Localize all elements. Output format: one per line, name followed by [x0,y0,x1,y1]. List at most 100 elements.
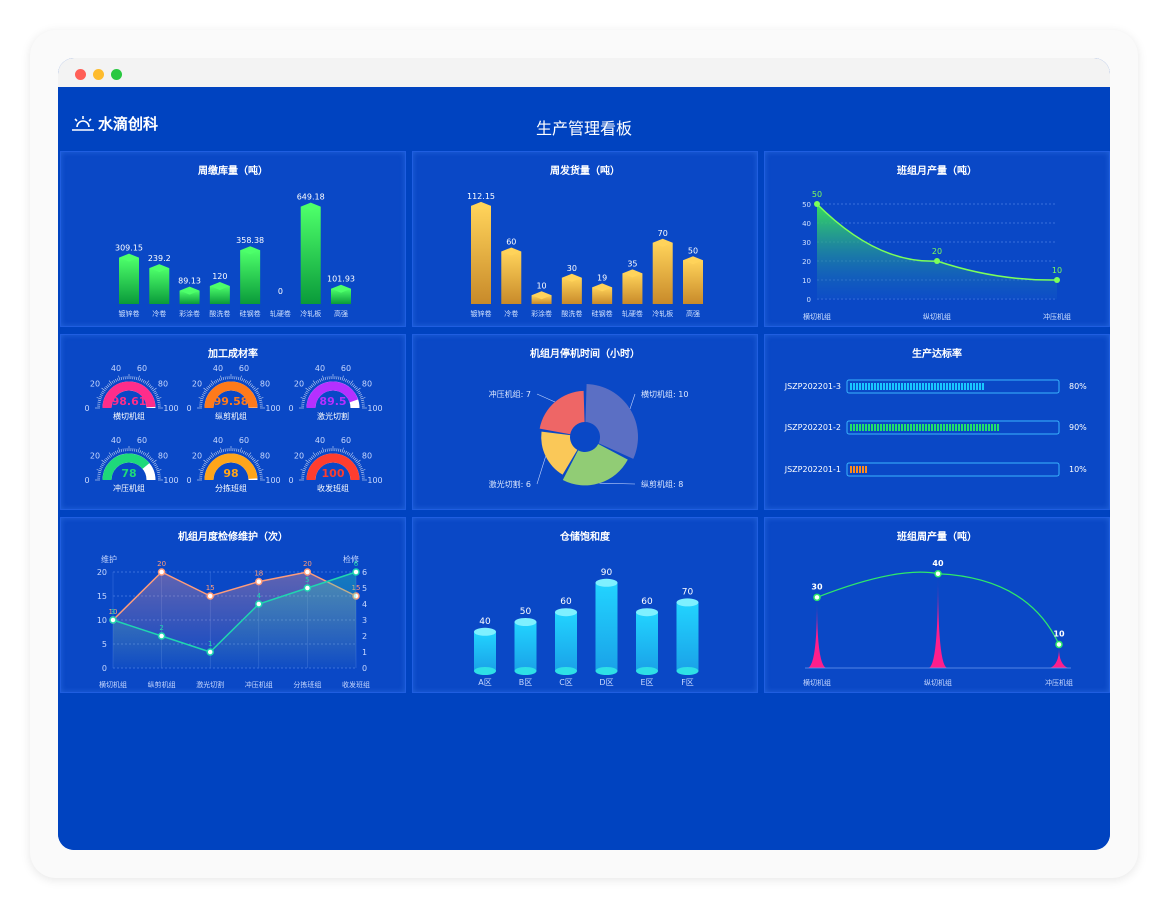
data-point [157,632,166,640]
maximize-window-dot[interactable] [111,69,122,80]
progress-segment [976,424,978,431]
gauge-name: 冲压机组 [113,483,145,493]
progress-segment [973,383,975,390]
panel-team-monthly: 班组月产量（吨） 0 10 20 30 40 50 50 横切机组 20 纵切机组 10 冲压机组 [764,151,1110,327]
bar [683,260,703,304]
gauge-tick [304,464,308,467]
gauge-scale-label: 20 [294,451,304,460]
progress-track [846,379,1060,394]
gauge-tick [319,378,321,382]
bar-value-label: 19 [597,273,607,282]
gauge-tick [149,385,153,389]
bar [592,287,613,304]
progress-segment [937,383,939,390]
gauge-name: 纵剪机组 [215,411,247,421]
bar-value-label: 89.13 [178,277,201,286]
gauge-tick [312,383,315,386]
x-tick-label: 硅钢卷 [240,309,261,318]
gauge-value: 100 [322,467,345,480]
gauge-tick [218,378,221,382]
gauge-tick [99,394,103,396]
gauge-tick [148,456,152,460]
gauge-tick [152,459,157,464]
gauge-tick [210,455,213,458]
progress-segment [898,424,900,431]
bar-value-label: 35 [627,259,637,268]
gauge-tick [154,392,158,395]
gauge-tick [346,451,349,455]
gauge-tick [224,376,226,380]
gauge-tick [213,380,216,384]
gauge-tick [361,473,365,475]
gauge-tick [220,375,223,381]
gauge-scale-label: 80 [158,379,168,388]
gauge-tick [349,380,354,385]
progress-segment [901,424,903,431]
gauge-tick [120,448,123,452]
gauge-fill [204,381,258,409]
bar [501,251,522,304]
close-window-dot[interactable] [75,69,86,80]
x-tick-label: 冷卷 [504,309,518,318]
x-tick-label: A区 [478,678,491,687]
gauge-tick [339,376,342,380]
progress-segment [853,424,855,431]
brand-logo[interactable]: 水滴创科 [72,113,158,134]
gauge-scale-label: 40 [315,364,325,373]
gauge-tick [241,378,244,382]
bar-value-label: 40 [479,617,491,627]
data-label: 10 [1052,266,1062,275]
yield-rate-gauges: 0 20 40 60 80 100 98.61 横切机组 0 20 40 60 80 100 99.58 纵剪… [84,364,382,493]
data-point [814,201,820,207]
data-label: 30 [811,582,823,591]
gauge-tick [357,390,361,393]
bar-top [561,273,582,282]
gauge-tick [155,467,159,470]
cylinder-base [676,667,699,675]
gauge-tick [243,450,245,454]
minimize-window-dot[interactable] [93,69,104,80]
gauge-tick [304,392,308,395]
gauge-tick [108,452,113,457]
gauge-scale-label: 60 [137,364,147,373]
gauge-tick [108,380,113,385]
gauge-tick [244,451,247,455]
gauge-scale-label: 80 [158,451,168,460]
bar [652,242,673,304]
gauge-tick [255,462,259,465]
gauge-tick [346,379,349,383]
progress-segment [880,424,882,431]
gauge-tick [113,451,116,455]
gauge-tick [360,397,366,400]
x-tick-label: 酸洗卷 [209,309,230,318]
progress-segment [850,466,852,473]
gauge-tick [139,450,142,454]
cylinder-body [514,622,537,671]
bar-value-label: 50 [688,246,698,255]
data-point [934,570,942,578]
gauge-tick [253,459,256,462]
progress-segment [982,383,984,390]
gauge-tick [320,450,323,454]
gauge-tick [151,459,154,462]
gauge-tick [255,390,259,393]
gauge-tick [116,450,119,454]
gauge-tick [96,469,102,472]
x-tick-label: 激光切割 [196,680,224,689]
gauge-tick [243,378,245,382]
gauge-tick [345,378,347,382]
gauge-tick [198,397,204,400]
downtime-pie-chart: 横切机组: 10 纵剪机组: 8 激光切割: 6 冲压机组: 7 [489,384,688,489]
gauge-tick [341,447,344,453]
gauge-value: 78 [121,467,136,480]
gauge-tick [108,455,111,458]
slice-label: 横切机组: 10 [641,389,688,399]
gauge-tick [157,399,161,402]
gauge-tick [100,392,104,395]
gauge-tick [206,387,209,390]
gauge-tick [326,448,328,452]
gauge-scale-label: 20 [294,379,304,388]
gauge-scale-label: 40 [213,436,223,445]
gauge-tick [106,384,110,388]
gauge-scale-label: 20 [192,451,202,460]
